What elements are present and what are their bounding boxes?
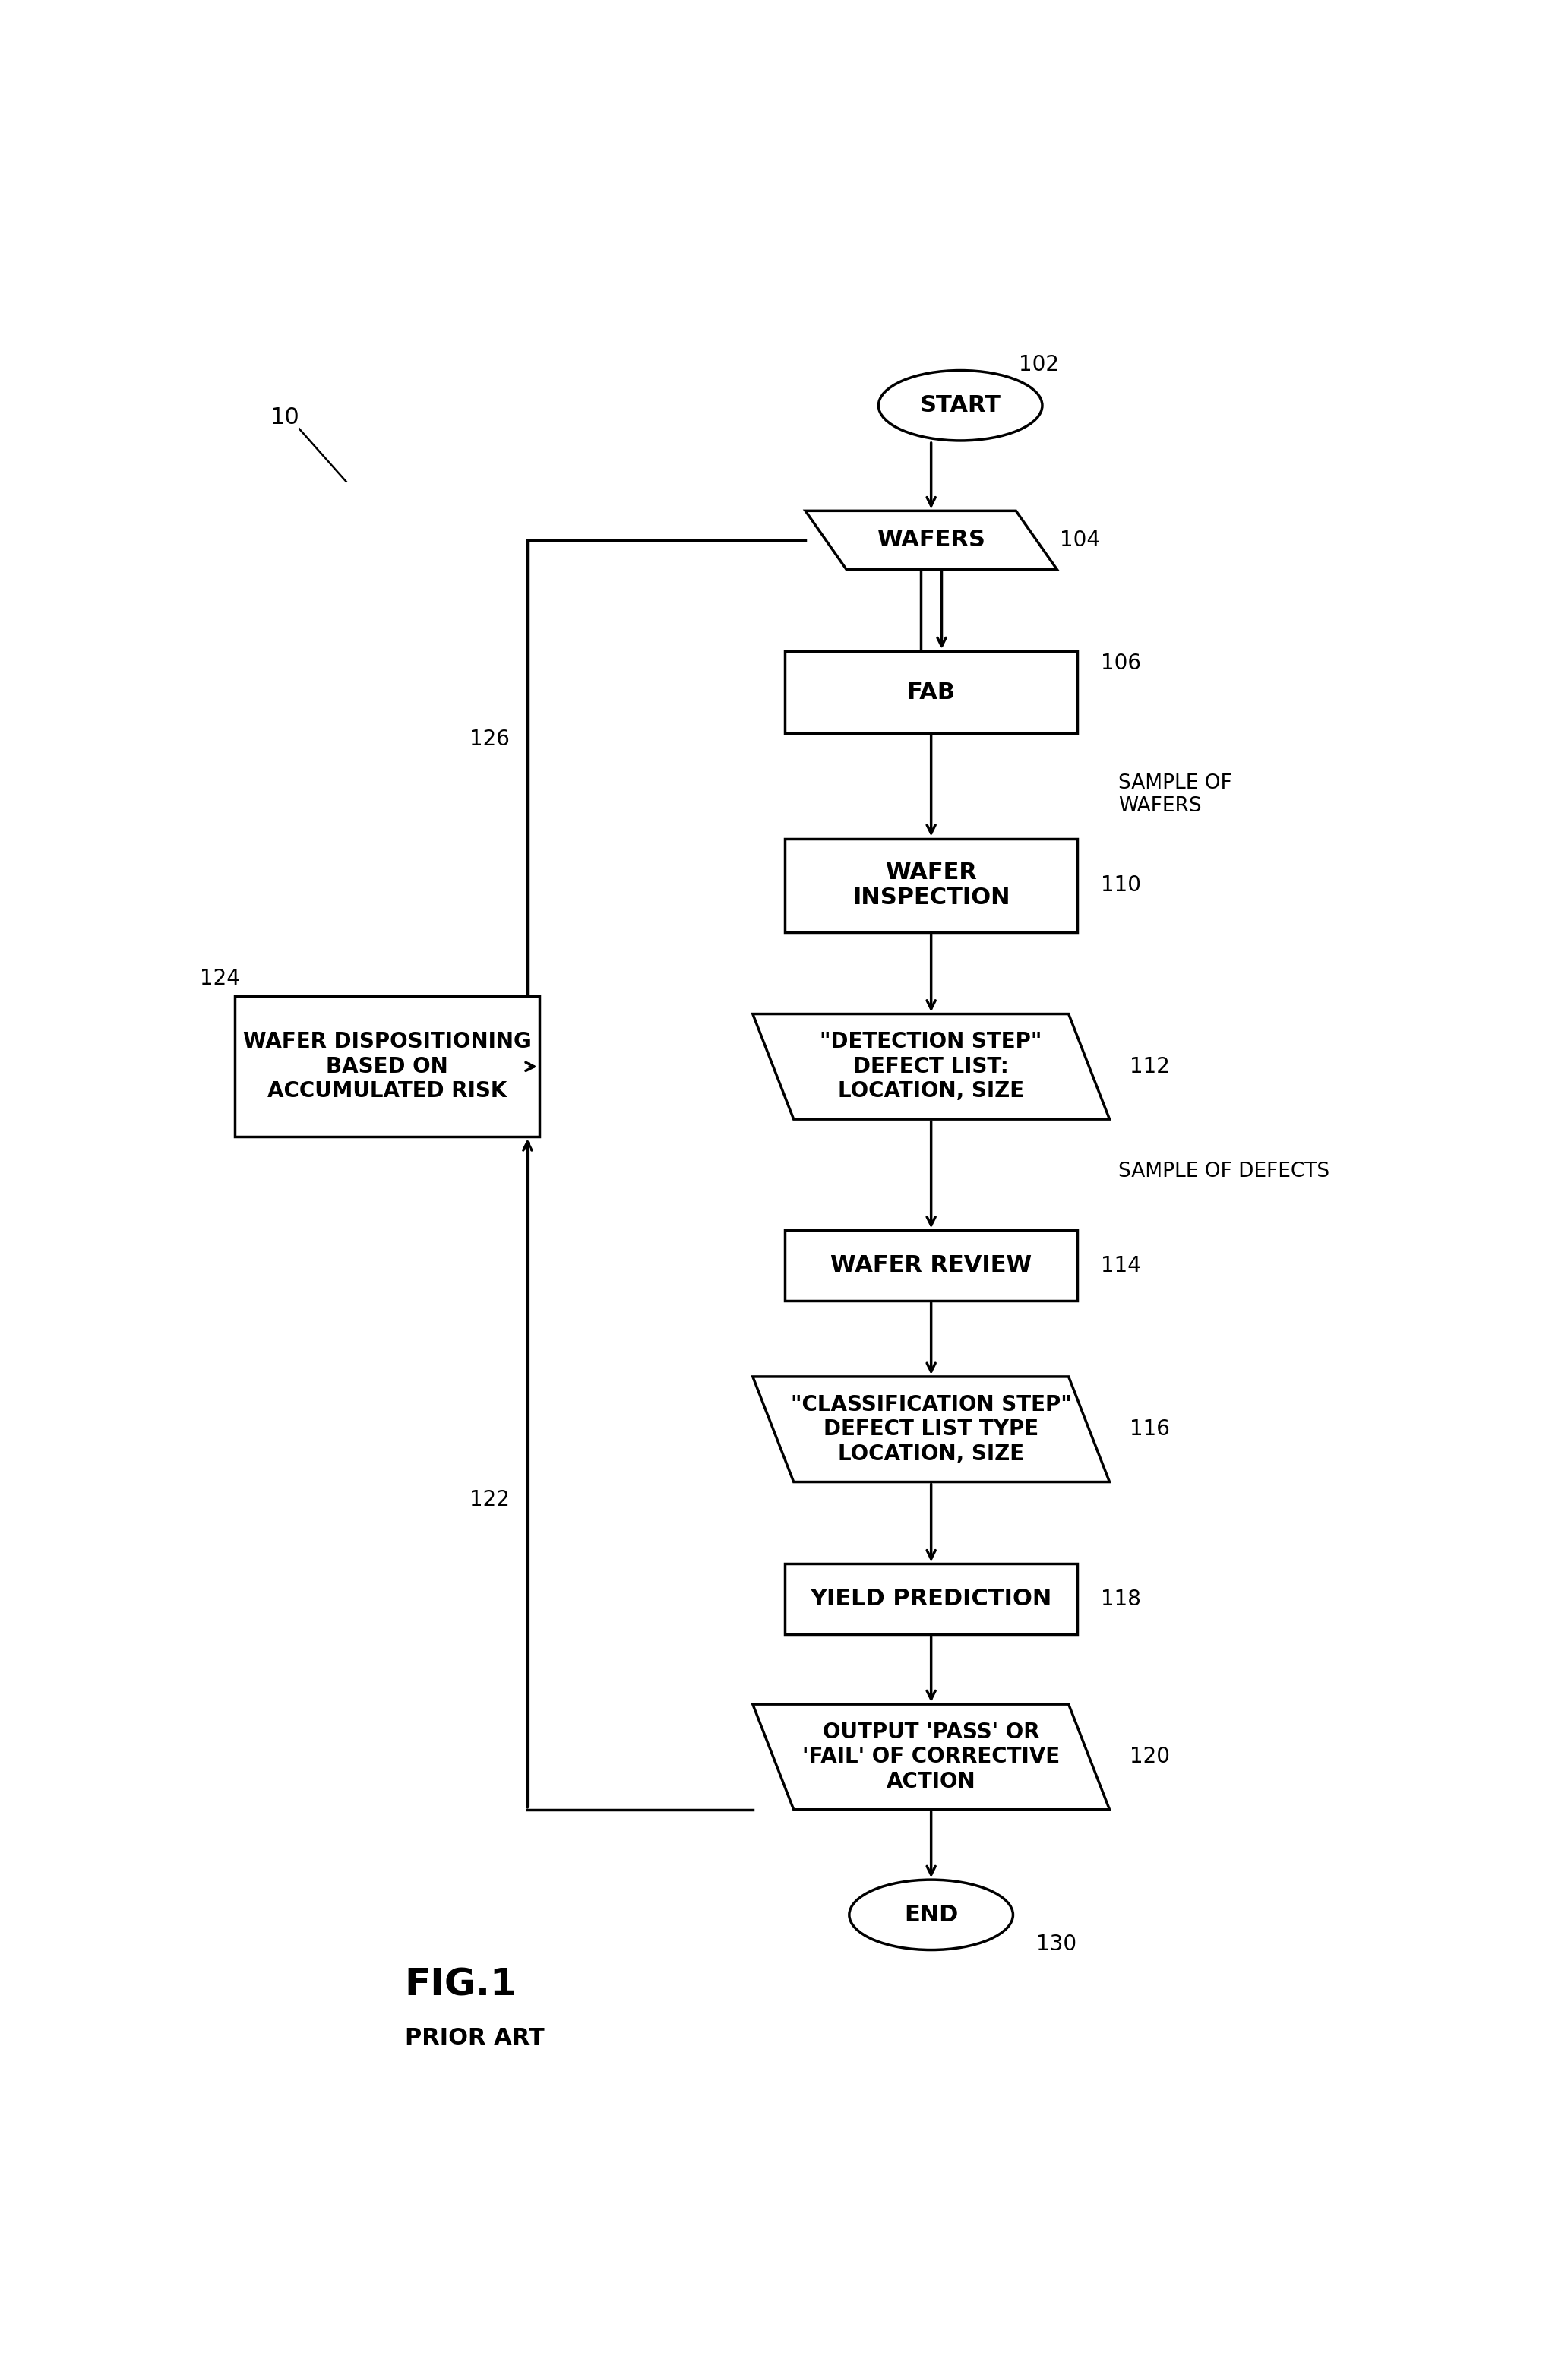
Text: PRIOR ART: PRIOR ART [405,2026,544,2050]
Bar [786,1563,1077,1634]
Ellipse shape [850,1879,1013,1950]
Text: 112: 112 [1131,1057,1170,1078]
Ellipse shape [878,370,1043,442]
Text: 116: 116 [1131,1418,1170,1439]
Text: START: START [920,394,1000,416]
Text: END: END [905,1905,958,1926]
Text: FAB: FAB [906,682,955,703]
Text: WAFERS: WAFERS [877,530,985,551]
Text: 114: 114 [1101,1254,1142,1275]
Text: 126: 126 [470,729,510,750]
Bar [786,651,1077,734]
Text: 102: 102 [1019,354,1058,375]
Text: SAMPLE OF
WAFERS: SAMPLE OF WAFERS [1118,774,1232,817]
Text: 122: 122 [470,1489,510,1510]
Bar [786,1230,1077,1302]
Text: YIELD PREDICTION: YIELD PREDICTION [811,1589,1052,1610]
Text: 124: 124 [201,969,240,990]
Polygon shape [753,1705,1110,1810]
Polygon shape [753,1378,1110,1482]
Text: 110: 110 [1101,874,1142,895]
Text: "DETECTION STEP"
DEFECT LIST:
LOCATION, SIZE: "DETECTION STEP" DEFECT LIST: LOCATION, … [820,1031,1043,1102]
Bar [786,838,1077,931]
Text: WAFER DISPOSITIONING
BASED ON
ACCUMULATED RISK: WAFER DISPOSITIONING BASED ON ACCUMULATE… [243,1031,532,1102]
Text: 120: 120 [1131,1746,1170,1767]
Text: 118: 118 [1101,1589,1142,1610]
Text: 10: 10 [270,406,299,427]
Polygon shape [753,1014,1110,1119]
Text: "CLASSIFICATION STEP"
DEFECT LIST TYPE
LOCATION, SIZE: "CLASSIFICATION STEP" DEFECT LIST TYPE L… [790,1394,1071,1465]
Polygon shape [806,511,1057,570]
Bar [235,997,539,1138]
Text: OUTPUT 'PASS' OR
'FAIL' OF CORRECTIVE
ACTION: OUTPUT 'PASS' OR 'FAIL' OF CORRECTIVE AC… [803,1722,1060,1793]
Text: 130: 130 [1036,1933,1077,1955]
Text: SAMPLE OF DEFECTS: SAMPLE OF DEFECTS [1118,1161,1330,1183]
Text: FIG.1: FIG.1 [405,1966,517,2002]
Text: WAFER REVIEW: WAFER REVIEW [831,1254,1032,1275]
Text: 106: 106 [1101,653,1142,674]
Text: WAFER
INSPECTION: WAFER INSPECTION [853,862,1010,910]
Text: 104: 104 [1060,530,1101,551]
